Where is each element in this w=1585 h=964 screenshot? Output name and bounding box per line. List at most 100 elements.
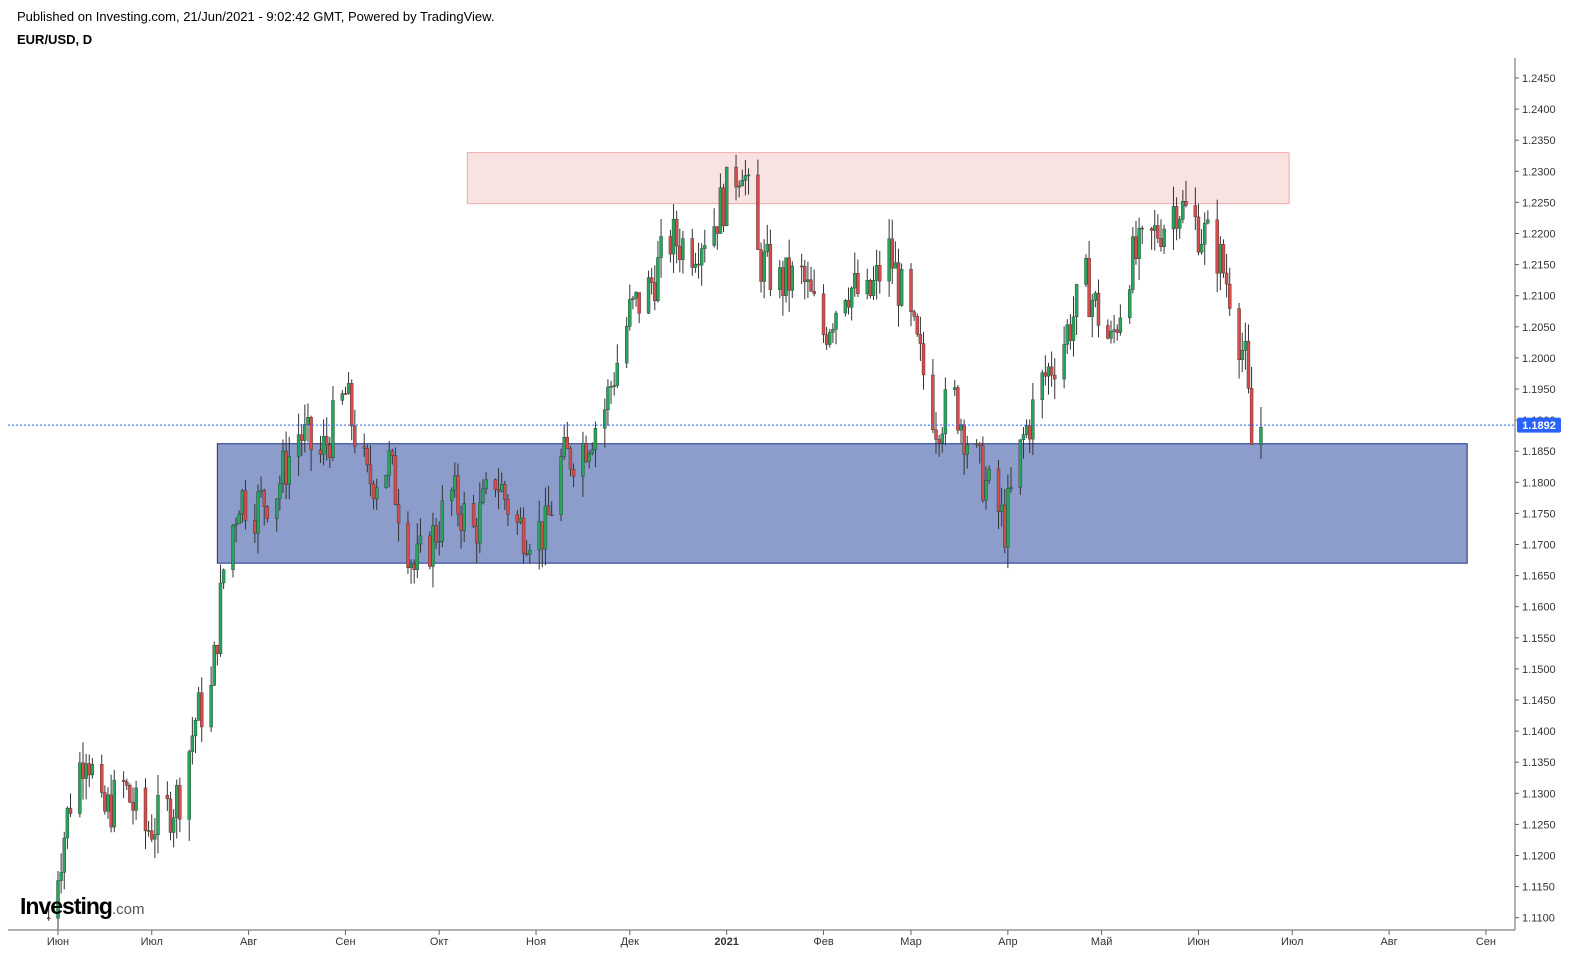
candle-body (1137, 227, 1141, 259)
candle-body (703, 245, 707, 249)
candle (396, 488, 401, 542)
candle-body (87, 763, 91, 776)
candle (528, 543, 532, 564)
candle-body (878, 265, 882, 282)
candle-body (762, 251, 766, 282)
candle-body (931, 374, 935, 431)
candle-body (1068, 324, 1073, 341)
y-tick-label: 1.1450 (1522, 695, 1556, 707)
candle (781, 260, 785, 316)
candle-body (496, 489, 501, 492)
candle-body (528, 550, 532, 555)
candle (871, 266, 876, 300)
candle (893, 241, 898, 269)
candle-body (834, 312, 838, 330)
candle-body (649, 277, 654, 283)
candle-body (659, 236, 663, 258)
candle-body (278, 483, 282, 500)
candle-body (493, 479, 498, 490)
candle-body (999, 504, 1004, 512)
candle (143, 778, 148, 850)
candle (743, 160, 748, 196)
candle (1046, 362, 1051, 395)
y-tick-label: 1.1750 (1522, 508, 1556, 520)
symbol-title: EUR/USD, D (17, 32, 93, 47)
candle-body (874, 265, 879, 281)
candle (1140, 225, 1144, 244)
candle (1006, 474, 1010, 569)
y-tick-label: 1.2300 (1522, 166, 1556, 178)
candle-body (409, 564, 413, 569)
candle-body (62, 837, 66, 873)
candle-body (56, 880, 60, 919)
candle (103, 785, 107, 815)
candle-body (756, 174, 760, 250)
candle-body (962, 424, 966, 455)
candle-body (603, 409, 607, 429)
candle-body (1006, 488, 1010, 548)
candle-body (1206, 219, 1210, 224)
logo-domain-text: .com (111, 901, 145, 918)
candle (362, 433, 366, 457)
candle (200, 677, 204, 743)
x-tick-label: Сен (1476, 936, 1496, 948)
candle-body (103, 792, 107, 812)
candle-body (803, 266, 807, 282)
candle (1246, 324, 1251, 394)
candle-body (721, 187, 726, 227)
candle-body (559, 456, 563, 515)
candle (175, 779, 179, 839)
candle (478, 482, 482, 553)
candle-body (68, 807, 73, 814)
candle-body (1046, 366, 1051, 377)
candle-body (812, 290, 816, 295)
candle-body (243, 490, 248, 521)
candle-body (190, 735, 195, 752)
x-tick-label: Окт (430, 936, 449, 948)
x-tick-label: Авг (240, 936, 257, 948)
candle-body (615, 362, 620, 386)
candle-body (371, 483, 376, 500)
candle (1159, 219, 1163, 252)
candle-body (128, 785, 132, 803)
candle-body (978, 443, 982, 446)
candle (759, 242, 763, 293)
candle (646, 270, 651, 314)
candle-body (340, 393, 345, 401)
candle-body (1140, 227, 1144, 230)
candle-body (965, 444, 969, 455)
candle (193, 717, 198, 754)
y-tick-label: 1.2200 (1522, 229, 1556, 241)
candle-body (671, 218, 676, 255)
y-tick-label: 1.1300 (1522, 788, 1556, 800)
candle (1040, 369, 1044, 419)
candle (1228, 267, 1232, 317)
candle-body (309, 417, 313, 451)
candle-body (909, 269, 913, 312)
candle (306, 403, 310, 443)
candle-body (546, 505, 551, 515)
candle (959, 418, 963, 444)
candle-body (165, 794, 170, 800)
candle (1053, 358, 1057, 400)
candle-body (581, 443, 585, 477)
candle-body (1159, 238, 1163, 248)
candle (221, 568, 226, 590)
candle-body (1184, 201, 1188, 206)
candle (899, 263, 904, 307)
candle-body (515, 514, 520, 523)
y-tick-label: 1.2050 (1522, 322, 1556, 334)
candle (615, 344, 620, 388)
candle-body (350, 383, 354, 427)
candle (715, 226, 719, 250)
candle-body (478, 502, 482, 544)
support-zone (216, 443, 1468, 564)
candle-body (306, 417, 310, 425)
candle (1206, 210, 1210, 225)
candle (1181, 189, 1185, 224)
candle-body (231, 525, 235, 570)
candle-body (809, 279, 813, 292)
candle-body (849, 287, 854, 308)
candle (559, 448, 563, 522)
candle-body (549, 514, 554, 516)
